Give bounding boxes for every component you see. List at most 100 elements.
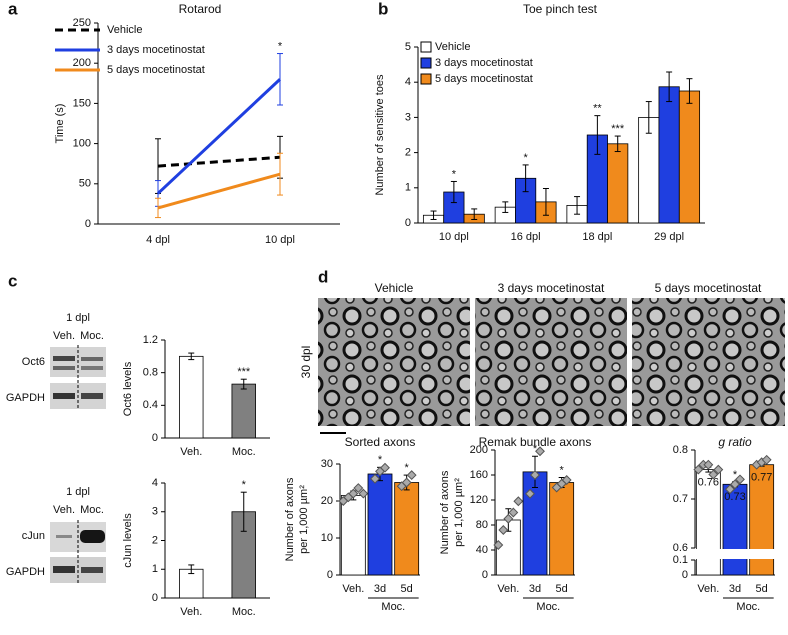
x-tick-label: Veh.: [342, 583, 364, 595]
data-point: [725, 484, 735, 495]
data-point: [730, 479, 740, 490]
significance: **: [593, 103, 602, 115]
panel-label: b: [378, 0, 388, 18]
chart-title: g ratio: [718, 435, 752, 449]
data-point: [358, 488, 369, 499]
y-tick-label: 20: [321, 495, 333, 507]
band-label: GAPDH: [6, 392, 45, 404]
bar: [658, 86, 680, 224]
line: [157, 172, 281, 210]
data-point: [698, 459, 709, 470]
bar: [394, 482, 420, 576]
y-tick-label: 250: [73, 17, 91, 29]
x-tick-label: 5d: [556, 583, 568, 595]
y-tick-label: 0: [327, 569, 333, 581]
bar: [367, 473, 393, 576]
group-label: Moc.: [381, 601, 405, 613]
data-point: [525, 488, 535, 499]
data-point: [561, 475, 572, 485]
data-point: [513, 496, 524, 507]
x-tick-label: Moc.: [232, 606, 256, 618]
y-tick-label: 0: [682, 569, 688, 581]
y-tick-label: 1: [152, 563, 158, 575]
micrograph-title: Vehicle: [375, 281, 414, 295]
significance: ***: [237, 366, 251, 378]
x-tick-label: 10 dpl: [265, 234, 295, 246]
y-tick-label: 0.4: [143, 399, 158, 411]
x-tick-label: Moc.: [232, 446, 256, 458]
x-tick-label: 5d: [756, 583, 768, 595]
data-point: [761, 454, 772, 465]
y-tick-label: 1: [405, 182, 411, 194]
data-point: [693, 464, 704, 475]
chart-title: Remak bundle axons: [479, 435, 592, 449]
significance: *: [733, 469, 738, 481]
y-tick-label: 50: [79, 178, 91, 190]
x-tick-label: 5d: [401, 583, 413, 595]
significance: *: [560, 464, 565, 476]
bar: [549, 482, 575, 576]
chart-title: Toe pinch test: [523, 2, 598, 16]
group-label: Moc.: [536, 601, 560, 613]
y-tick-label: 0.1: [673, 554, 688, 566]
lane-label: Moc.: [80, 504, 104, 516]
data-point: [380, 462, 390, 473]
band-label: cJun: [22, 530, 45, 542]
y-tick-label: 150: [73, 97, 91, 109]
y-tick-label: 0.6: [673, 542, 688, 554]
x-tick-label: 29 dpl: [654, 231, 684, 243]
legend-label: 5 days mocetinostat: [107, 64, 205, 76]
data-point: [508, 507, 519, 518]
y-tick-label: 100: [73, 138, 91, 150]
y-axis-label: per 1,000 µm²: [453, 478, 465, 547]
significance: *: [278, 40, 283, 52]
y-tick-label: 40: [476, 544, 488, 556]
x-tick-label: 3d: [729, 583, 741, 595]
data-point: [713, 464, 724, 475]
data-point: [703, 459, 714, 470]
significance: *: [242, 479, 247, 491]
y-tick-label: 200: [470, 444, 488, 456]
data-point: [370, 473, 380, 484]
blot-title: 1 dpl: [66, 312, 90, 324]
y-axis-label: cJun levels: [122, 513, 134, 568]
value-label: 0.76: [698, 477, 719, 489]
y-axis-label: Time (s): [54, 104, 66, 144]
bar: [231, 383, 256, 439]
x-tick-label: 3d: [374, 583, 386, 595]
y-tick-label: 4: [152, 477, 158, 489]
y-tick-label: 0: [405, 217, 411, 229]
legend-label: 3 days mocetinostat: [435, 57, 533, 69]
data-point: [530, 470, 540, 480]
x-tick-label: Veh.: [497, 583, 519, 595]
chart-title: Rotarod: [179, 2, 222, 16]
y-tick-label: 0: [152, 592, 158, 604]
significance: *: [405, 462, 410, 474]
x-tick-label: Veh.: [697, 583, 719, 595]
legend-label: 3 days mocetinostat: [107, 44, 205, 56]
bar: [179, 355, 204, 439]
legend-label: Vehicle: [107, 24, 142, 36]
y-axis-label: Number of axons: [284, 477, 296, 561]
y-axis-label: Number of axons: [439, 470, 451, 554]
data-point: [708, 469, 719, 480]
micrograph-title: 3 days mocetinostat: [498, 281, 605, 295]
chart-title: Sorted axons: [345, 435, 416, 449]
line: [157, 155, 281, 168]
y-tick-label: 5: [405, 41, 411, 53]
data-point: [503, 513, 514, 524]
legend-label: Vehicle: [435, 41, 470, 53]
x-tick-label: 4 dpl: [146, 234, 170, 246]
band-label: Oct6: [22, 356, 45, 368]
y-tick-label: 4: [405, 76, 411, 88]
y-tick-label: 30: [321, 458, 333, 470]
axis-break: [687, 549, 777, 559]
y-tick-label: 200: [73, 57, 91, 69]
data-point: [353, 483, 364, 493]
value-label: 0.73: [724, 491, 745, 503]
data-point: [348, 488, 359, 499]
lane-label: Moc.: [80, 330, 104, 342]
bar: [340, 495, 366, 576]
line: [156, 78, 282, 195]
x-tick-label: 10 dpl: [439, 231, 469, 243]
